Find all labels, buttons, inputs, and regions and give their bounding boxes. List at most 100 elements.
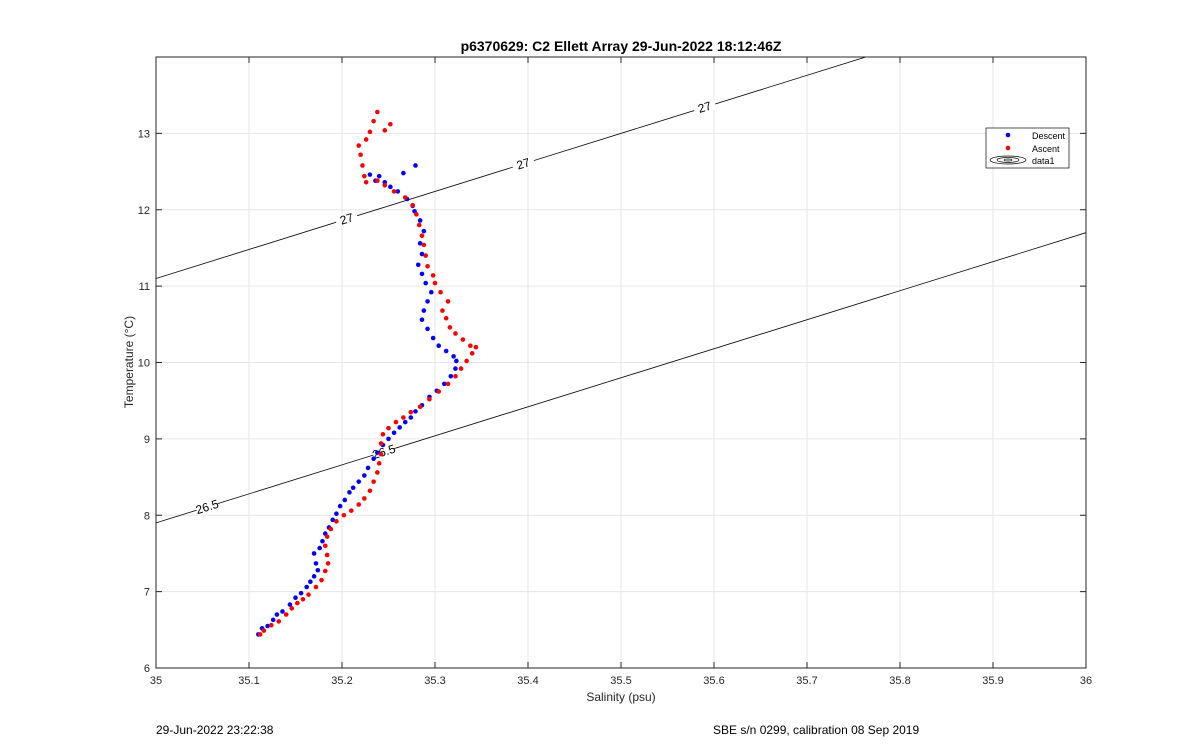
ascent-point <box>378 441 384 446</box>
ascent-point <box>360 163 365 168</box>
descent-point <box>436 343 442 348</box>
ascent-point <box>334 519 339 524</box>
ascent-point <box>445 299 451 304</box>
ascent-point <box>386 425 391 431</box>
ascent-point <box>300 596 306 602</box>
density-contours <box>156 57 1086 524</box>
y-tick-label: 10 <box>138 358 150 370</box>
isopycnal-26.5 <box>156 232 1086 524</box>
ascent-point <box>363 179 369 185</box>
x-tick-label: 35.2 <box>331 675 352 687</box>
ascent-point <box>425 263 430 269</box>
descent-point <box>423 280 429 286</box>
descent-point <box>425 326 430 332</box>
ascent-point <box>276 619 282 624</box>
legend-marker-descent <box>1005 132 1011 138</box>
descent-point <box>347 490 352 495</box>
y-tick-label: 7 <box>144 587 150 599</box>
descent-point <box>448 373 454 379</box>
descent-point <box>419 271 425 277</box>
ascent-point <box>269 622 274 628</box>
descent-point <box>337 503 343 509</box>
x-tick-label: 35.1 <box>238 675 259 687</box>
contour-label: 27 <box>334 209 359 228</box>
ascent-point <box>438 289 443 295</box>
ascent-point <box>427 396 432 402</box>
ascent-point <box>464 358 469 364</box>
ascent-point <box>376 461 382 466</box>
ascent-point <box>367 129 373 135</box>
descent-point <box>362 473 367 478</box>
ascent-point <box>436 389 442 394</box>
ascent-point <box>257 632 263 637</box>
descent-point <box>425 299 430 304</box>
ascent-point <box>402 195 408 200</box>
x-tick-label: 35.9 <box>982 675 1003 687</box>
legend-label-data1: data1 <box>1032 156 1055 166</box>
descent-point <box>454 358 459 364</box>
x-tick-label: 35.5 <box>610 675 631 687</box>
x-tick-label: 35.6 <box>703 675 724 687</box>
descent-point <box>313 561 319 566</box>
ascent-point <box>430 273 436 278</box>
ascent-point <box>458 366 464 371</box>
descent-point <box>356 479 362 484</box>
descent-point <box>376 173 382 179</box>
ascent-point <box>341 512 347 518</box>
ascent-point <box>261 628 267 633</box>
ascent-point <box>362 173 367 179</box>
descent-point <box>317 545 322 551</box>
contour-label: 26.5 <box>371 442 398 462</box>
descent-point <box>270 617 276 623</box>
ascent-point <box>473 344 479 350</box>
x-tick-label: 35.7 <box>796 675 817 687</box>
y-tick-label: 12 <box>138 205 150 217</box>
descent-point <box>421 228 427 234</box>
descent-point <box>334 511 339 517</box>
ascent-point <box>393 419 399 425</box>
svg-text:26.5: 26.5 <box>371 442 398 462</box>
descent-point <box>443 348 449 354</box>
y-tick-label: 11 <box>139 281 150 293</box>
ascent-point <box>460 337 466 342</box>
x-tick-label: 35.8 <box>889 675 910 687</box>
descent-point <box>265 623 270 629</box>
ascent-point <box>416 222 422 228</box>
ascent-point <box>423 253 429 258</box>
ascent-point <box>375 470 380 475</box>
ascent-point <box>371 118 376 124</box>
ascent-point <box>363 137 369 142</box>
isopycnal-27 <box>156 57 868 279</box>
descent-point <box>287 602 293 607</box>
descent-point <box>350 485 356 491</box>
ascent-point <box>382 183 388 188</box>
ascent-point <box>440 308 445 313</box>
ascent-point <box>419 233 425 239</box>
descent-point <box>330 517 336 523</box>
ascent-point <box>356 502 362 507</box>
ascent-point <box>371 479 376 484</box>
ascent-point <box>408 409 414 415</box>
ascent-point <box>324 534 330 539</box>
axis-ticks: 35 35.1 35.2 35.3 35.4 35.5 35.6 35.7 35.8 35.9 36… <box>138 57 1092 687</box>
ascent-point <box>313 584 319 590</box>
svg-text:27: 27 <box>696 98 713 115</box>
ascent-point <box>410 202 415 208</box>
ascent-point <box>367 488 373 494</box>
ascent-point <box>445 381 451 387</box>
legend-label-descent: Descent <box>1032 131 1066 141</box>
footer-timestamp: 29-Jun-2022 23:22:38 <box>156 723 274 737</box>
descent-point <box>415 262 421 268</box>
y-axis-label: Temperature (°C) <box>122 316 136 408</box>
ascent-point <box>375 178 380 184</box>
legend-marker-ascent <box>1005 145 1011 151</box>
y-tick-label: 13 <box>138 128 150 140</box>
x-axis-label: Salinity (psu) <box>586 690 655 704</box>
descent-point <box>304 584 309 590</box>
descent-point <box>311 551 317 556</box>
descent-point <box>298 590 304 596</box>
descent-point <box>386 436 391 442</box>
data-points <box>255 109 479 637</box>
ascent-point <box>322 543 328 549</box>
